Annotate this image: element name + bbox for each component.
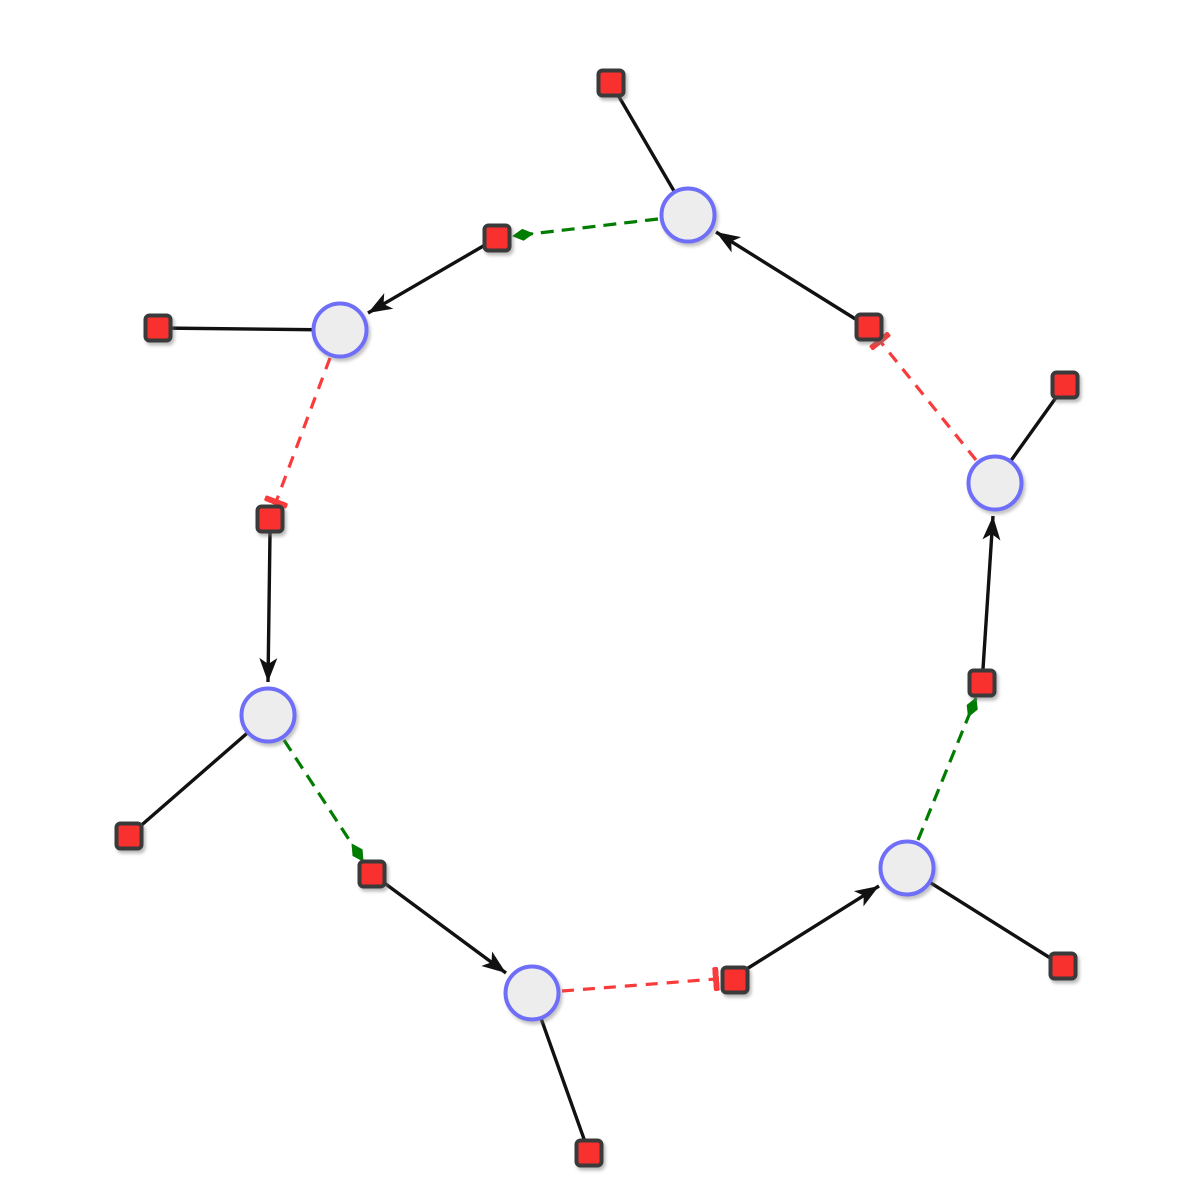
reaction-node-deg_tetr[interactable] <box>574 1138 604 1168</box>
species-node-laci_protein[interactable] <box>311 301 369 359</box>
edge-production-translation_tetr-to-tetr_protein <box>381 880 508 975</box>
edge-inhibition-laci_protein-to-transcription_tetr <box>264 357 332 509</box>
edge-production-transcription_tetr-to-tetr_mrna <box>259 532 278 683</box>
reaction-node-deg_ci[interactable] <box>1050 370 1080 400</box>
reaction-node-deg_laci[interactable] <box>143 313 173 343</box>
edge-group <box>127 82 1067 1154</box>
reaction-node-deg_laci_transcripts[interactable] <box>596 68 626 98</box>
reaction-node-translation_ci[interactable] <box>967 668 997 698</box>
species-node-tetr_protein[interactable] <box>503 964 561 1022</box>
reaction-node-transcription_tetr[interactable] <box>255 504 285 534</box>
edge-production-translation_laci-to-laci_protein <box>367 243 486 315</box>
reaction-node-translation_tetr[interactable] <box>357 859 387 889</box>
edge-production-transcription_laci-to-laci_mrna <box>715 230 858 322</box>
edge-consumption-laci_protein-to-deg_laci <box>157 326 341 332</box>
edge-inhibition-ci_protein-to-transcription_laci <box>869 331 978 462</box>
edge-production-translation_ci-to-ci_protein <box>981 515 1001 670</box>
edge-production-transcription_ci-to-ci_mrna <box>744 884 880 972</box>
reaction-node-transcription_laci[interactable] <box>854 312 884 342</box>
reaction-node-translation_laci[interactable] <box>482 223 512 253</box>
edge-catalysis-ci_mrna-to-translation_ci <box>916 697 978 841</box>
edge-inhibition-tetr_protein-to-transcription_ci <box>561 966 720 993</box>
species-node-laci_mrna[interactable] <box>659 186 717 244</box>
species-node-ci_mrna[interactable] <box>878 839 936 897</box>
edge-catalysis-tetr_mrna-to-translation_tetr <box>282 739 365 862</box>
edge-consumption-tetr_mrna-to-deg_tetr_transcripts <box>127 713 270 838</box>
species-node-ci_protein[interactable] <box>966 454 1024 512</box>
reaction-node-deg_tetr_transcripts[interactable] <box>114 821 144 851</box>
reaction-node-transcription_ci[interactable] <box>720 965 750 995</box>
edge-catalysis-laci_mrna-to-translation_laci <box>512 217 659 241</box>
species-node-tetr_mrna[interactable] <box>239 686 297 744</box>
reaction-node-deg_ci_transcripts[interactable] <box>1048 951 1078 981</box>
edge-consumption-ci_mrna-to-deg_ci_transcripts <box>906 866 1064 968</box>
